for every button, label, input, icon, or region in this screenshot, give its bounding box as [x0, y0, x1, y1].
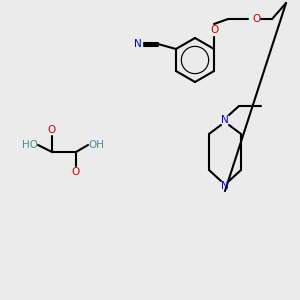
Text: O: O: [252, 14, 260, 24]
Text: N: N: [221, 115, 229, 125]
Text: O: O: [72, 167, 80, 177]
Text: N: N: [221, 181, 229, 191]
Text: N: N: [134, 39, 142, 49]
Text: HO: HO: [22, 140, 38, 150]
Text: O: O: [48, 125, 56, 135]
Text: O: O: [210, 25, 218, 35]
Text: OH: OH: [88, 140, 104, 150]
